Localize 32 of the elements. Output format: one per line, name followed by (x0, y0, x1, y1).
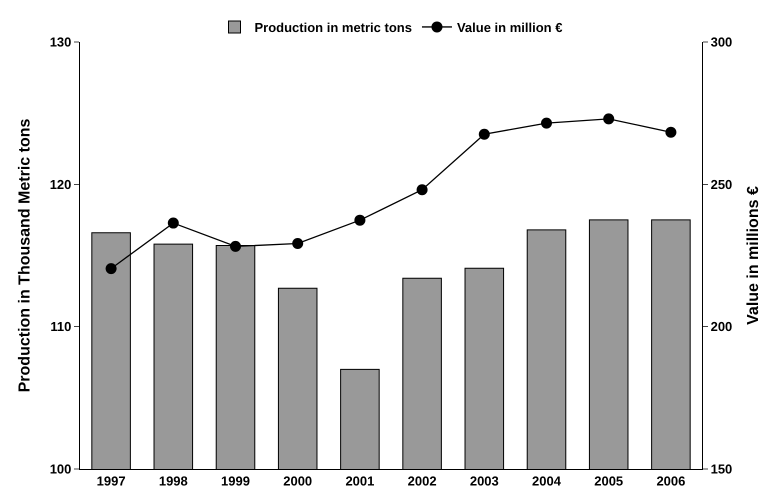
point (230, 240, 241, 252)
point (106, 263, 117, 274)
y-tick-label: 120 (50, 176, 72, 192)
y-tick-label: 110 (50, 319, 72, 334)
x-tick-label: 2001 (345, 474, 374, 489)
x-tick-label: 2000 (283, 474, 312, 489)
x-tick-label: 1999 (221, 474, 250, 489)
point (603, 113, 614, 124)
point (416, 184, 428, 196)
y2-tick-label: 300 (710, 34, 732, 50)
point (168, 218, 179, 229)
x-tick-label: 1997 (96, 474, 126, 489)
x-tick-label: 1998 (158, 474, 188, 489)
x-tick-label: 2003 (470, 474, 499, 489)
x-tick-label: 2006 (656, 474, 686, 489)
y2-tick-label: 150 (710, 462, 732, 477)
y-tick-label: 130 (50, 34, 72, 50)
x-tick-label: 2002 (408, 474, 437, 489)
x-tick-label: 2005 (594, 474, 624, 489)
y2-axis-title: Value in millions € (745, 186, 762, 325)
y2-tick-label: 200 (710, 319, 732, 334)
point (541, 118, 552, 129)
legend-label: Value in million € (456, 20, 562, 36)
legend-label: Production in metric tons (254, 20, 412, 36)
x-tick-label: 2004 (532, 474, 562, 489)
point (354, 214, 366, 226)
y-tick-label: 100 (50, 462, 72, 477)
point (478, 128, 490, 140)
y2-tick-label: 250 (710, 176, 732, 192)
y-axis-title: Production in Thousand Metric tons (16, 118, 34, 392)
point (292, 238, 304, 250)
point (665, 126, 676, 138)
